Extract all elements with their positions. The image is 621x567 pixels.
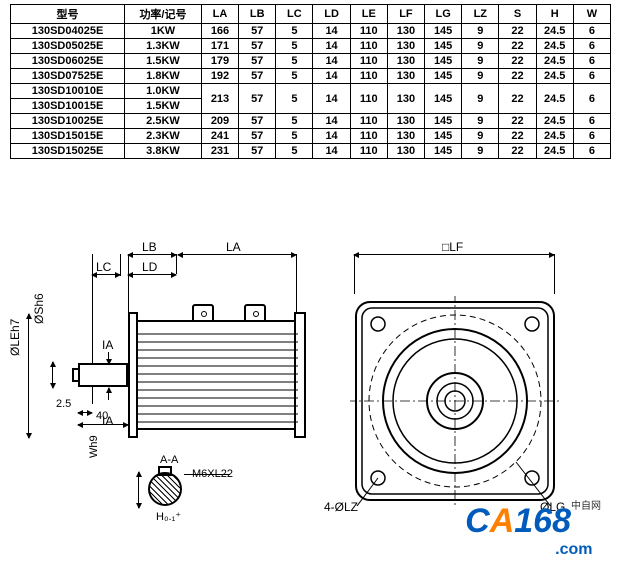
col-header: W <box>573 5 610 24</box>
col-header: S <box>499 5 536 24</box>
shaft <box>78 363 128 387</box>
dim-LB: LB <box>142 240 157 254</box>
table-row: 130SD04025E1KW1665751411013014592224.56 <box>11 24 611 39</box>
dim-40: 40 <box>96 410 108 422</box>
col-header: LE <box>350 5 387 24</box>
col-header: 型号 <box>11 5 125 24</box>
col-header: 功率/记号 <box>125 5 202 24</box>
col-header: H <box>536 5 573 24</box>
col-header: LC <box>276 5 313 24</box>
col-header: LB <box>239 5 276 24</box>
logo: CA168中自网 .com <box>465 502 601 559</box>
table-row: 130SD06025E1.5KW1795751411013014592224.5… <box>11 54 611 69</box>
dim-LF: □LF <box>442 240 463 254</box>
dim-LD: LD <box>142 260 157 274</box>
motor-side-view <box>86 290 306 440</box>
dim-IA-top: IA <box>102 338 113 352</box>
dim-2-5: 2.5 <box>56 398 71 410</box>
spec-table: 型号功率/记号LALBLCLDLELFLGLZSHW 130SD04025E1K… <box>10 4 611 159</box>
motor-front-view <box>350 296 560 506</box>
table-row: 130SD10025E2.5KW2095751411013014592224.5… <box>11 114 611 129</box>
table-row: 130SD05025E1.3KW1715751411013014592224.5… <box>11 39 611 54</box>
dim-4LZ: 4-ØLZ <box>324 500 358 514</box>
col-header: LD <box>313 5 350 24</box>
dim-LA: LA <box>226 240 241 254</box>
col-header: LZ <box>462 5 499 24</box>
dim-Wh9: Wh9 <box>88 435 100 458</box>
table-row: 130SD10010E1.0KW2135751411013014592224.5… <box>11 84 611 99</box>
table-row: 130SD15025E3.8KW2315751411013014592224.5… <box>11 144 611 159</box>
dim-LC: LC <box>96 260 111 274</box>
col-header: LA <box>201 5 238 24</box>
cross-section: Wh9 A-A M6XL22 H₀.₁⁺ <box>132 462 252 522</box>
col-header: LG <box>425 5 462 24</box>
table-row: 130SD07525E1.8KW1925751411013014592224.5… <box>11 69 611 84</box>
dim-Sh6: ØSh6 <box>32 293 46 324</box>
dim-H01: H₀.₁⁺ <box>156 510 181 523</box>
dim-LEh7: ØLEh7 <box>8 319 22 356</box>
table-row: 130SD15015E2.3KW2415751411013014592224.5… <box>11 129 611 144</box>
dim-AA: A-A <box>160 454 178 466</box>
col-header: LF <box>387 5 424 24</box>
motor-diagram: LB LA □LF LC LD ØSh6 ØLEh <box>0 246 621 526</box>
